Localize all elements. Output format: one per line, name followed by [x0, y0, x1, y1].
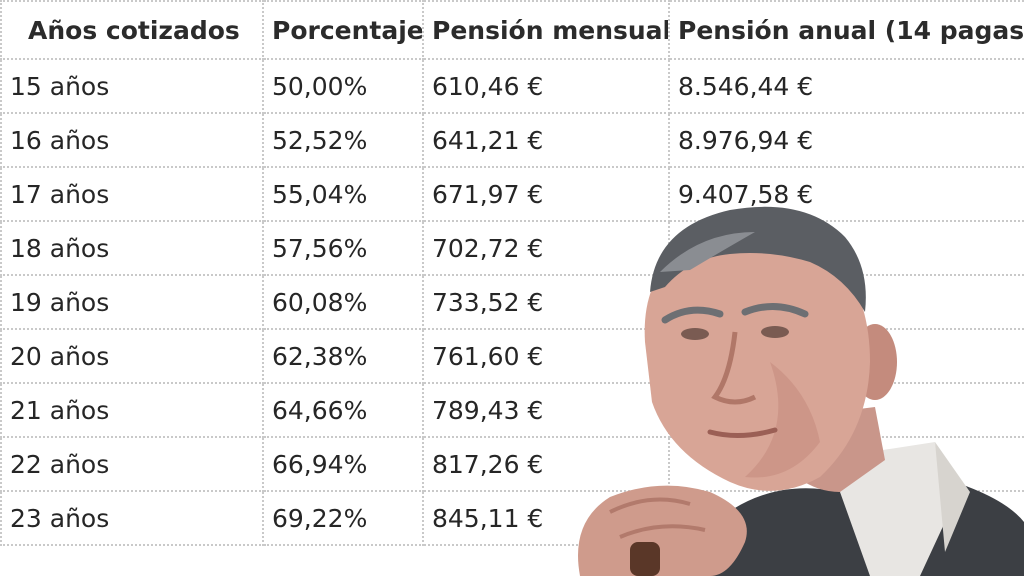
- table-row: 15 años 50,00% 610,46 € 8.546,44 €: [0, 58, 1024, 114]
- header-pension-mensual: Pensión mensual: [422, 0, 670, 60]
- table-row: 20 años 62,38% 761,60 €: [0, 328, 1024, 384]
- table-row: 16 años 52,52% 641,21 € 8.976,94 €: [0, 112, 1024, 168]
- cell-mensual: 610,46 €: [422, 58, 670, 114]
- cell-porcentaje: 66,94%: [262, 436, 424, 492]
- cell-mensual: 702,72 €: [422, 220, 670, 276]
- elderly-man-illustration: [578, 206, 1024, 576]
- cell-mensual: 761,60 €: [422, 328, 670, 384]
- cell-anos: 22 años: [0, 436, 264, 492]
- cell-porcentaje: 60,08%: [262, 274, 424, 330]
- cell-porcentaje: 52,52%: [262, 112, 424, 168]
- cell-porcentaje: 57,56%: [262, 220, 424, 276]
- elderly-man-portrait-icon: [540, 192, 1024, 576]
- cell-anos: 19 años: [0, 274, 264, 330]
- table-row: 21 años 64,66% 789,43 €: [0, 382, 1024, 438]
- header-pension-anual: Pensión anual (14 pagas): [668, 0, 1024, 60]
- pension-table: Años cotizados Porcentaje Pensión mensua…: [0, 0, 1024, 546]
- cell-anos: 16 años: [0, 112, 264, 168]
- cell-mensual: 817,26 €: [422, 436, 670, 492]
- header-anos-cotizados: Años cotizados: [0, 0, 264, 60]
- cell-anos: 18 años: [0, 220, 264, 276]
- cell-mensual: 641,21 €: [422, 112, 670, 168]
- cell-anual: 8.976,94 €: [668, 112, 1024, 168]
- cell-porcentaje: 62,38%: [262, 328, 424, 384]
- cell-anos: 20 años: [0, 328, 264, 384]
- cell-anual: 8.546,44 €: [668, 58, 1024, 114]
- cell-anos: 23 años: [0, 490, 264, 546]
- cell-porcentaje: 69,22%: [262, 490, 424, 546]
- cell-porcentaje: 50,00%: [262, 58, 424, 114]
- cell-anos: 15 años: [0, 58, 264, 114]
- cell-mensual: 789,43 €: [422, 382, 670, 438]
- cell-porcentaje: 55,04%: [262, 166, 424, 222]
- header-porcentaje: Porcentaje: [262, 0, 424, 60]
- cell-mensual: 733,52 €: [422, 274, 670, 330]
- cell-anos: 21 años: [0, 382, 264, 438]
- cell-mensual: 671,97 €: [422, 166, 670, 222]
- cell-porcentaje: 64,66%: [262, 382, 424, 438]
- table-header-row: Años cotizados Porcentaje Pensión mensua…: [0, 0, 1024, 60]
- cell-anos: 17 años: [0, 166, 264, 222]
